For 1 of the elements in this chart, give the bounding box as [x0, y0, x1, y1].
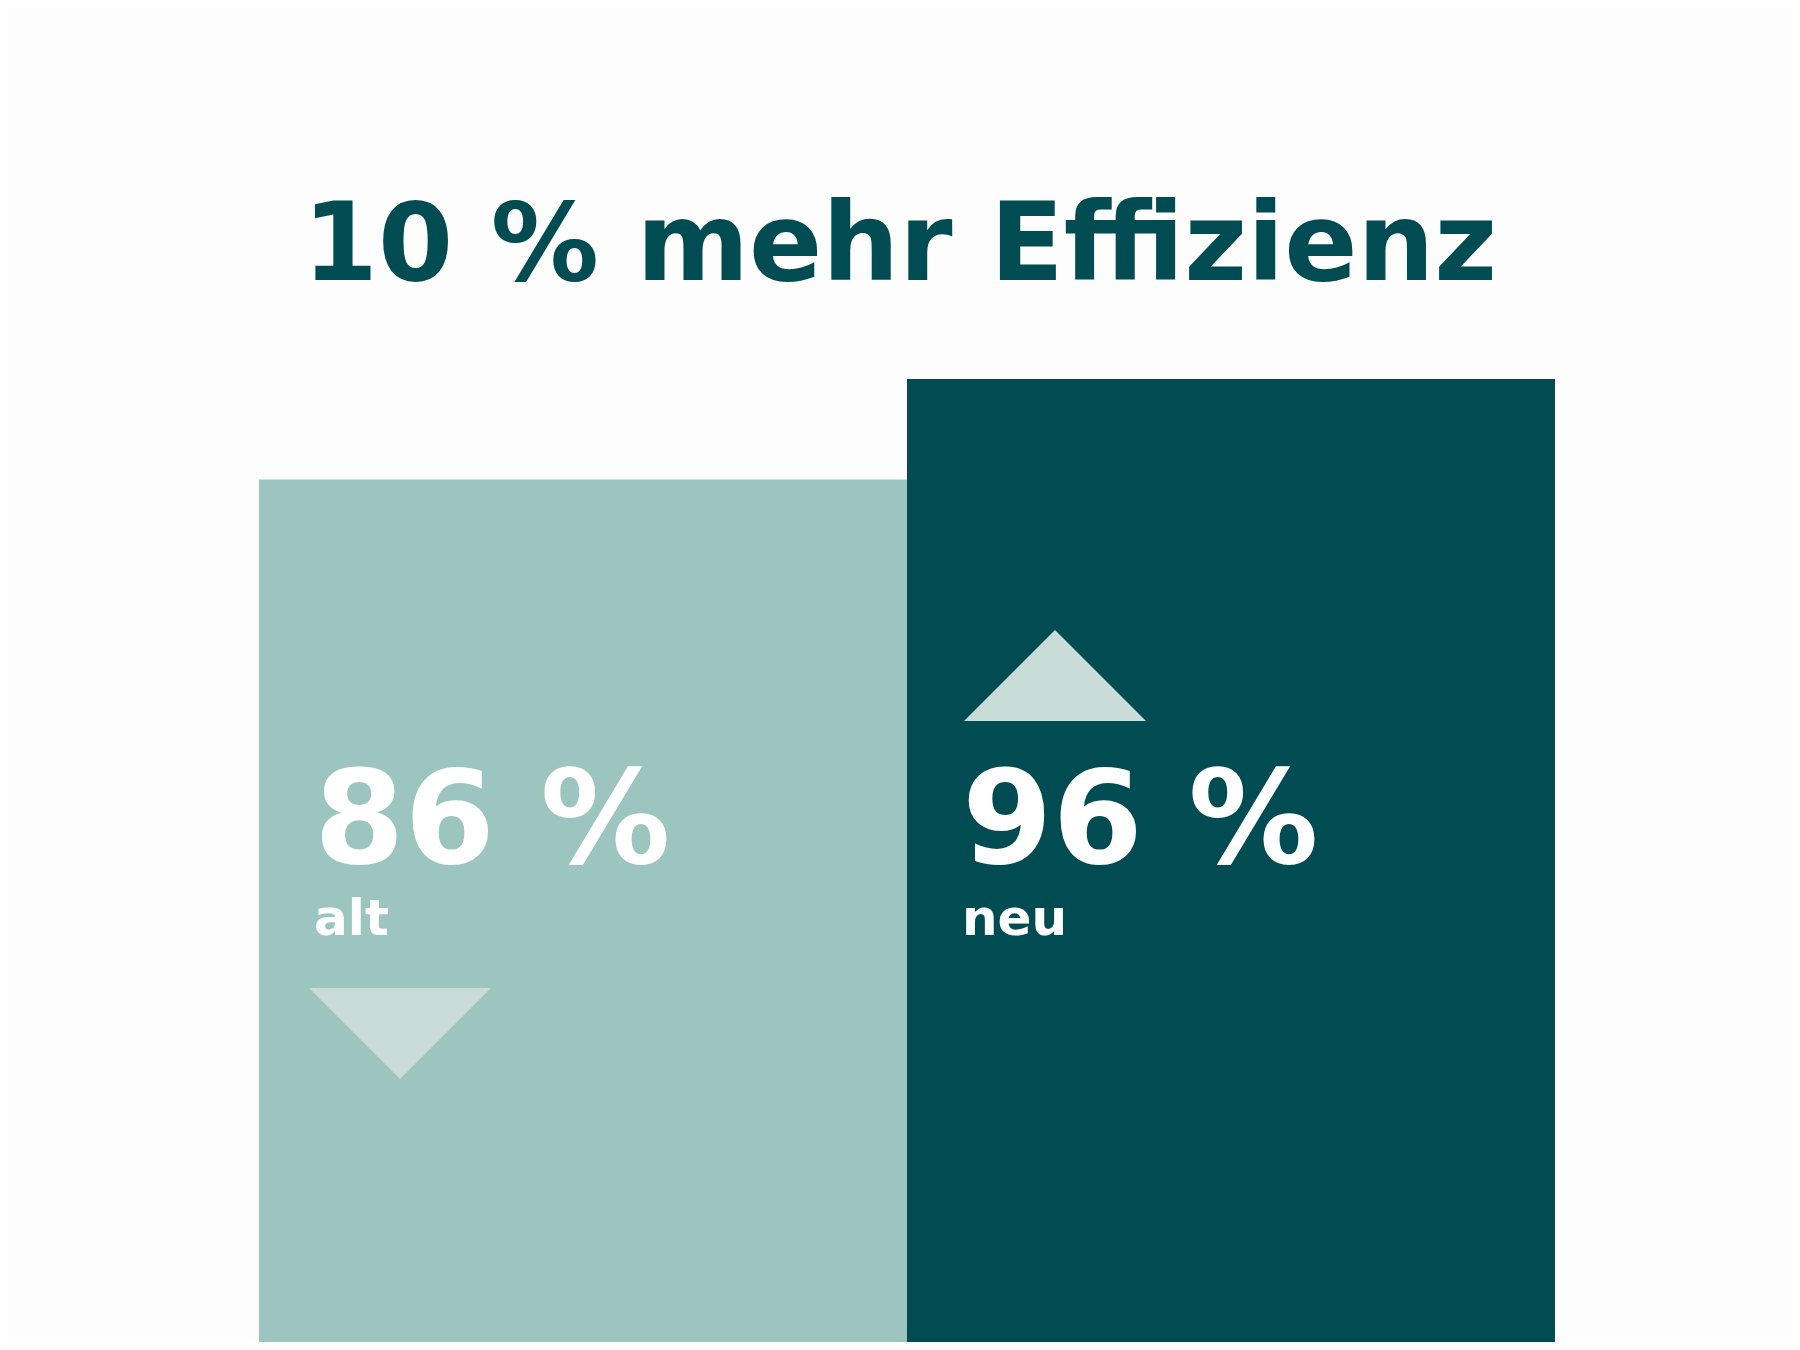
chart-title: 10 % mehr Effizienz [302, 179, 1498, 305]
